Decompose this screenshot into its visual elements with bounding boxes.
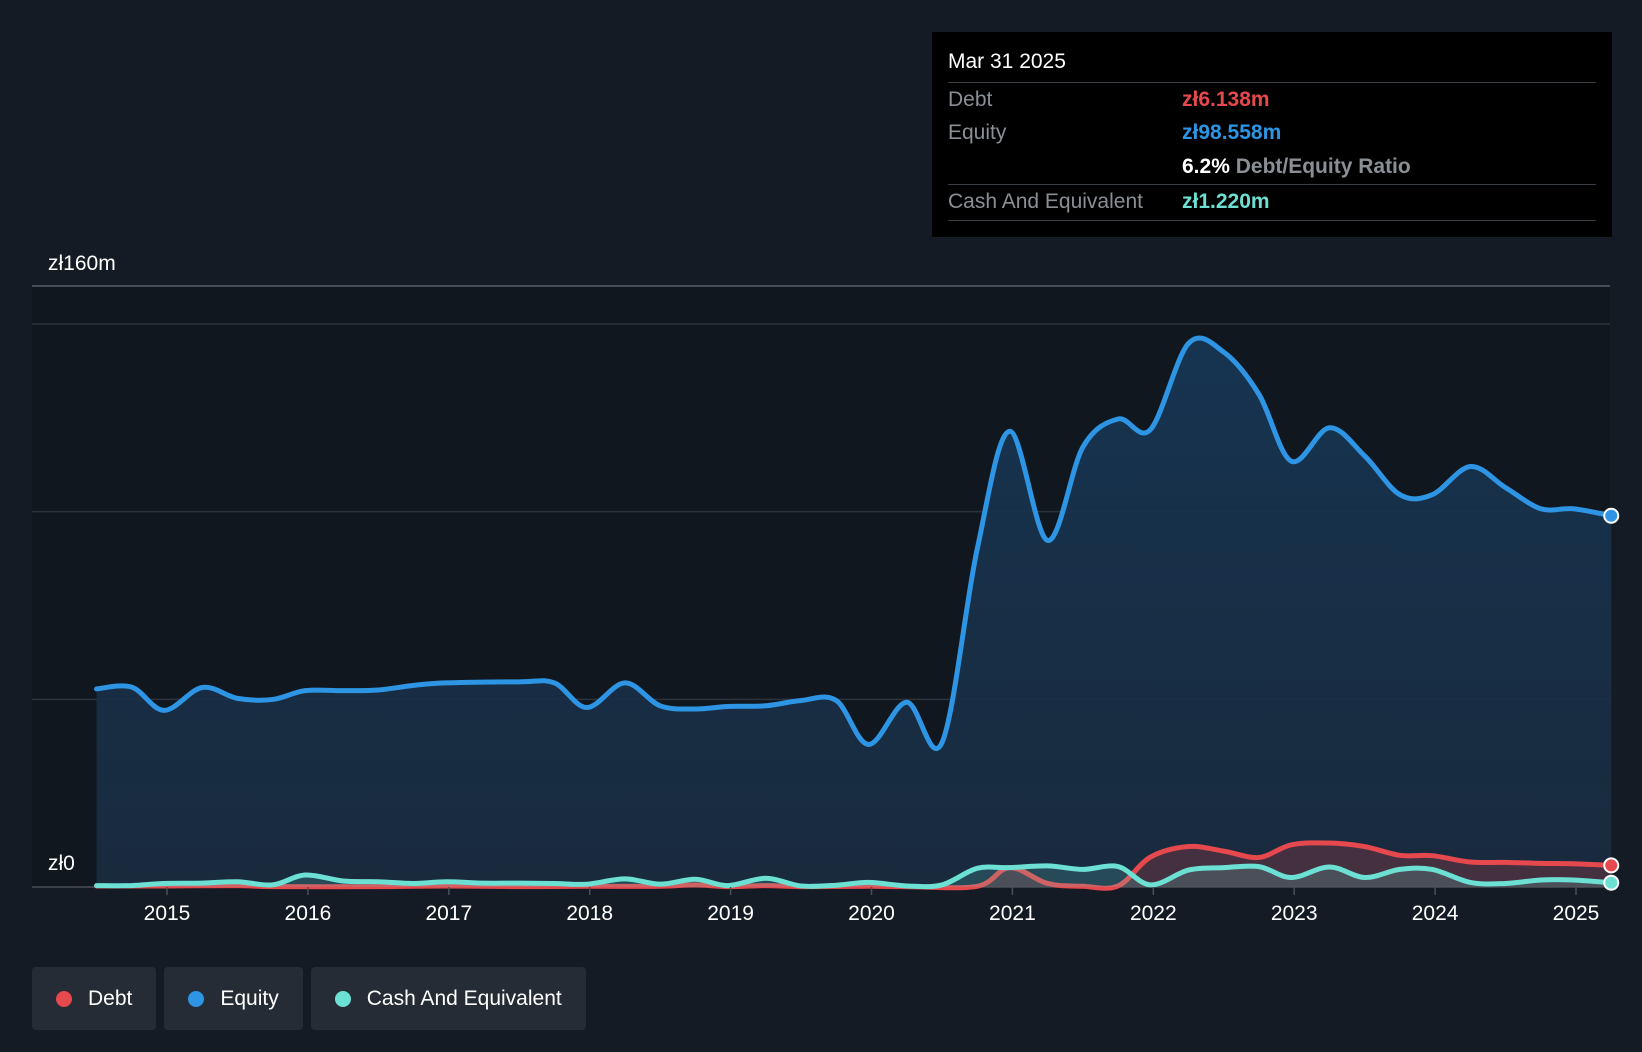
cash-and-equivalent-area [96,865,1612,887]
x-tick-label: 2023 [1271,902,1318,925]
legend-label-equity: Equity [220,986,279,1010]
legend-dot-equity [188,990,205,1007]
x-tick-label: 2015 [144,902,191,925]
legend: Debt Equity Cash And Equivalent [32,967,586,1030]
tooltip-ratio-label: Debt/Equity Ratio [1235,155,1411,178]
legend-item-debt[interactable]: Debt [32,967,157,1030]
tooltip-cash-value: zł1.220m [1182,190,1270,213]
cash-and-equivalent-line [94,863,1614,890]
legend-item-cash[interactable]: Cash And Equivalent [310,967,586,1030]
equity-end-marker [1603,507,1620,524]
y-tick-top: zł160m [48,252,116,275]
x-tick-label: 2018 [566,902,613,925]
x-tick-label: 2020 [848,902,895,925]
debt-end-marker [1603,857,1620,874]
legend-item-equity[interactable]: Equity [164,967,303,1030]
equity-line [94,335,1614,751]
x-tick-label: 2019 [707,902,754,925]
x-tick-label: 2024 [1412,902,1459,925]
tooltip-ratio: 6.2% Debt/Equity Ratio [1182,155,1411,179]
tooltip-ratio-pct: 6.2% [1182,155,1230,178]
legend-label-debt: Debt [88,986,133,1010]
tooltip-ratio-row: 6.2% Debt/Equity Ratio [948,150,1596,184]
tooltip-equity-row: Equity zł98.558m [948,116,1596,150]
tooltip-cash-row: Cash And Equivalent zł1.220m [948,184,1596,219]
tooltip-equity-value: zł98.558m [1182,121,1282,144]
legend-dot-debt [56,990,72,1007]
tooltip-debt-label: Debt [948,88,993,111]
x-tick-label: 2016 [285,902,332,925]
series-layer [94,335,1620,891]
legend-label-cash: Cash And Equivalent [366,986,562,1010]
x-axis: 2015 2016 2017 2018 2019 2020 2021 2022 2023 2024… [144,887,1600,925]
y-tick-bottom: zł0 [48,852,75,875]
legend-dot-cash [334,990,351,1007]
tooltip-equity-label: Equity [948,121,1007,144]
x-tick-label: 2017 [425,902,472,925]
chart: zł160m zł0 2015 2016 2017 2018 2019 2020 2021 2… [32,252,1620,925]
tooltip-debt-value: zł6.138m [1182,88,1270,111]
tooltip-date: Mar 31 2025 [948,50,1066,73]
tooltip-divider [948,220,1596,221]
equity-area [96,337,1612,887]
cash-and-equivalent-end-marker [1603,874,1620,891]
x-tick-label: 2022 [1130,902,1177,925]
tooltip-cash-label: Cash And Equivalent [948,190,1143,213]
x-tick-label: 2025 [1553,902,1600,925]
tooltip: Mar 31 2025 Debt zł6.138m Equity zł98.55… [932,32,1612,237]
tooltip-debt-row: Debt zł6.138m [948,82,1596,117]
x-tick-label: 2021 [989,902,1036,925]
